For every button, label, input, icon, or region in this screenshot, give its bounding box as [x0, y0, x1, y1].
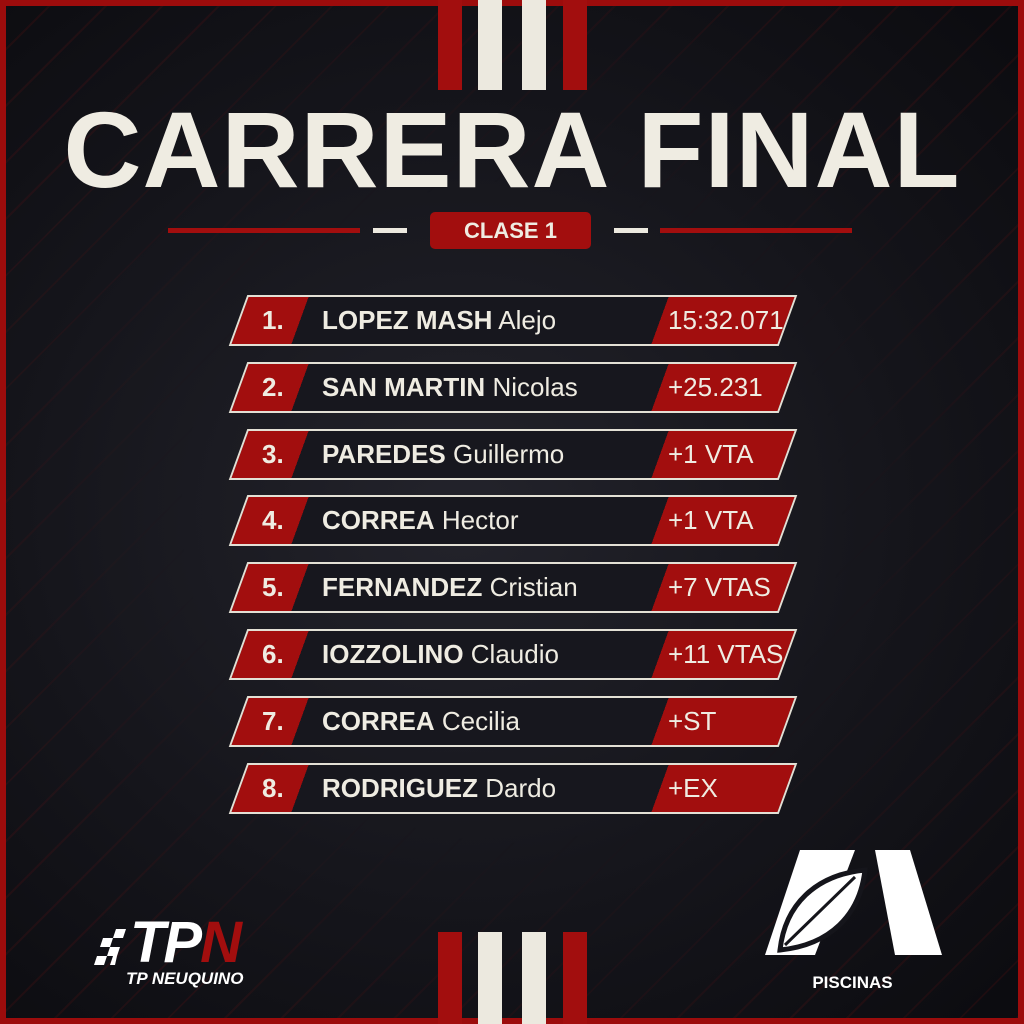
driver-first-name: Claudio — [470, 639, 559, 669]
top-stripe — [438, 0, 462, 90]
class-badge: CLASE 1 — [430, 212, 591, 249]
tpn-mark: TPN — [130, 910, 242, 975]
driver-surname: CORREA — [322, 705, 435, 736]
race-time: +1 VTA — [668, 505, 754, 536]
driver-name: RODRIGUEZ Dardo — [322, 765, 556, 812]
bottom-stripe — [478, 932, 502, 1024]
checkered-flag-icon — [94, 929, 126, 965]
position: 4. — [262, 505, 284, 536]
driver-name: CORREA Cecilia — [322, 698, 520, 745]
bottom-stripe — [563, 932, 587, 1024]
leaf-logo-icon — [765, 850, 942, 955]
driver-first-name: Nicolas — [492, 371, 578, 402]
position: 1. — [262, 305, 284, 335]
driver-name: LOPEZ MASH Alejo — [322, 297, 556, 344]
driver-name: CORREA Hector — [322, 497, 518, 544]
driver-surname: RODRIGUEZ — [322, 772, 478, 803]
result-row: 3. PAREDES Guillermo +1 VTA — [228, 428, 798, 480]
driver-first-name: Cecilia — [441, 705, 520, 736]
result-row: 7. CORREA Cecilia +ST — [228, 695, 798, 747]
driver-first-name: Hector — [441, 505, 519, 536]
top-stripe — [478, 0, 502, 90]
race-time: 15:32.071 — [668, 305, 784, 335]
position: 6. — [262, 639, 284, 669]
position: 5. — [262, 572, 284, 603]
position: 7. — [262, 705, 284, 736]
result-row: 6. IOZZOLINO Claudio +11 VTAS — [228, 629, 798, 680]
driver-name: PAREDES Guillermo — [322, 431, 564, 478]
bottom-stripe — [522, 932, 546, 1024]
top-stripe — [563, 0, 587, 90]
driver-surname: FERNANDEZ — [322, 572, 483, 603]
race-time: +7 VTAS — [668, 572, 771, 603]
divider — [373, 228, 407, 233]
result-row: 8. RODRIGUEZ Dardo +EX — [228, 762, 798, 814]
divider — [614, 228, 648, 233]
sponsor-label: PISCINAS — [812, 973, 893, 992]
sponsor-logo: PISCINAS — [760, 845, 945, 995]
driver-first-name: Alejo — [498, 305, 557, 335]
driver-surname: PAREDES — [322, 438, 446, 469]
page-title: CARRERA FINAL — [63, 89, 961, 210]
driver-surname: IOZZOLINO — [322, 639, 464, 669]
driver-surname: LOPEZ MASH — [322, 305, 493, 335]
driver-first-name: Dardo — [485, 772, 557, 803]
race-time: +11 VTAS — [668, 639, 784, 669]
top-stripe — [522, 0, 546, 90]
race-time: +25.231 — [668, 371, 763, 402]
tpn-logo: TPN TP NEUQUINO — [86, 910, 306, 990]
position: 2. — [262, 371, 284, 402]
divider — [168, 228, 360, 233]
driver-name: SAN MARTIN Nicolas — [322, 364, 578, 411]
driver-name: FERNANDEZ Cristian — [322, 564, 578, 611]
driver-name: IOZZOLINO Claudio — [322, 631, 559, 678]
result-row: 5. FERNANDEZ Cristian +7 VTAS — [228, 562, 798, 614]
bottom-stripe — [438, 932, 462, 1024]
result-row: 1. LOPEZ MASH Alejo 15:32.071 — [228, 295, 798, 346]
driver-surname: CORREA — [322, 505, 435, 536]
result-row: 2. SAN MARTIN Nicolas +25.231 — [228, 361, 798, 413]
race-time: +1 VTA — [668, 438, 754, 469]
position: 8. — [262, 772, 284, 803]
race-time: +ST — [668, 705, 717, 736]
driver-first-name: Guillermo — [453, 438, 565, 469]
tpn-subtitle: TP NEUQUINO — [126, 969, 244, 988]
driver-surname: SAN MARTIN — [322, 371, 486, 402]
race-time: +EX — [668, 772, 718, 803]
result-row: 4. CORREA Hector +1 VTA — [228, 495, 798, 547]
divider — [660, 228, 852, 233]
position: 3. — [262, 438, 284, 469]
driver-first-name: Cristian — [489, 572, 578, 603]
